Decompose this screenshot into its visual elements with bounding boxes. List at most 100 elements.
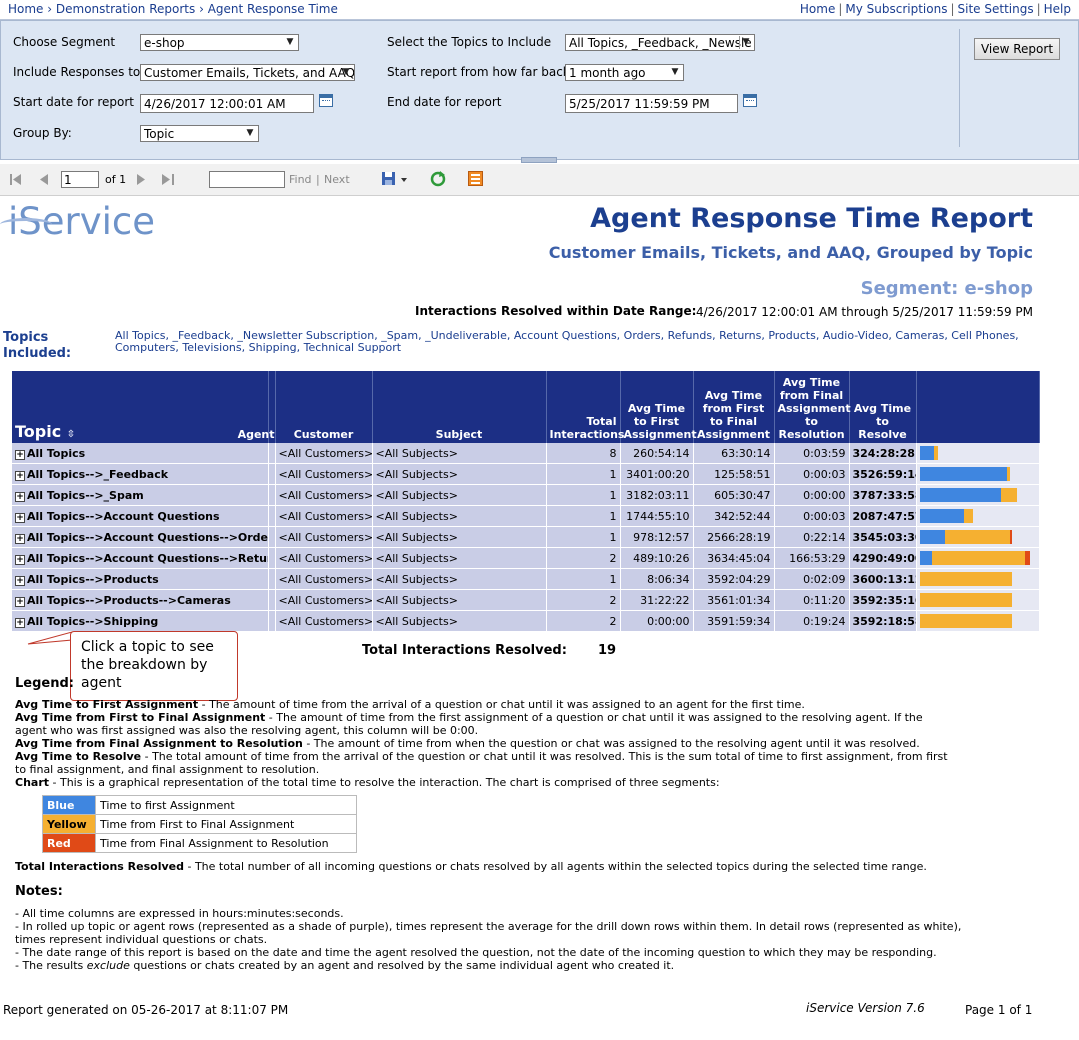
resolution-bar bbox=[919, 509, 1030, 523]
table-row[interactable]: + All Topics-->Account Questions-->Orders… bbox=[12, 526, 1040, 548]
topic-cell[interactable]: + All Topics-->Account Questions bbox=[12, 505, 269, 527]
next-page-icon[interactable] bbox=[137, 174, 146, 185]
table-row[interactable]: + All Topics-->Shipping <All Customers> <Al… bbox=[12, 610, 1040, 632]
time-to-resolve-cell: 4290:49:00 bbox=[849, 547, 917, 569]
topic-label[interactable]: All Topics-->_Feedback bbox=[27, 467, 169, 481]
link-separator: | bbox=[1036, 2, 1041, 16]
topic-cell[interactable]: + All Topics-->Products-->Cameras bbox=[12, 589, 269, 611]
page-number-input[interactable]: 1 bbox=[61, 171, 99, 188]
final-to-resolution-cell: 0:22:14 bbox=[774, 526, 850, 548]
collapse-panel-handle[interactable] bbox=[521, 157, 557, 163]
subscriptions-link[interactable]: My Subscriptions bbox=[845, 2, 948, 16]
last-page-icon[interactable] bbox=[162, 174, 174, 185]
topic-label[interactable]: All Topics bbox=[27, 446, 86, 460]
notes-heading: Notes: bbox=[15, 884, 63, 899]
calendar-icon[interactable] bbox=[319, 94, 333, 107]
legend-term: Avg Time from First to Final Assignment bbox=[15, 711, 266, 724]
find-link[interactable]: Find bbox=[289, 173, 312, 186]
topic-label[interactable]: All Topics-->_Spam bbox=[27, 488, 144, 502]
chart-cell bbox=[916, 589, 1040, 611]
view-report-button[interactable]: View Report bbox=[974, 38, 1060, 60]
first-page-icon[interactable] bbox=[10, 174, 22, 185]
find-input[interactable] bbox=[209, 171, 285, 188]
calendar-icon[interactable] bbox=[743, 94, 757, 107]
topic-cell[interactable]: + All Topics bbox=[12, 443, 269, 464]
print-layout-icon[interactable] bbox=[468, 171, 483, 186]
table-row[interactable]: + All Topics-->_Feedback <All Customers> <A… bbox=[12, 463, 1040, 485]
home-link[interactable]: Home bbox=[799, 2, 836, 16]
final-to-resolution-cell: 0:11:20 bbox=[774, 589, 850, 611]
legend-desc: - This is a graphical representation of … bbox=[49, 776, 720, 789]
subject-cell: <All Subjects> bbox=[372, 505, 547, 527]
table-row[interactable]: + All Topics-->Products-->Cameras <All Cus… bbox=[12, 589, 1040, 611]
agent-header: Agent bbox=[237, 428, 275, 441]
first-assignment-cell: 0:00:00 bbox=[620, 610, 694, 632]
subject-cell: <All Subjects> bbox=[372, 443, 547, 464]
topic-label[interactable]: All Topics-->Account Questions-->Orders bbox=[27, 530, 268, 544]
topic-cell[interactable]: + All Topics-->_Feedback bbox=[12, 463, 269, 485]
topic-cell[interactable]: + All Topics-->Products bbox=[12, 568, 269, 590]
topic-label[interactable]: All Topics-->Products bbox=[27, 572, 159, 586]
refresh-icon[interactable] bbox=[430, 171, 446, 187]
expand-icon[interactable]: + bbox=[15, 554, 25, 565]
customer-cell: <All Customers> bbox=[275, 443, 373, 464]
expand-icon[interactable]: + bbox=[15, 617, 25, 628]
group-by-select[interactable]: Topic ▼ bbox=[140, 125, 259, 142]
segment-value: e-shop bbox=[144, 36, 185, 50]
next-link[interactable]: Next bbox=[324, 173, 350, 186]
table-row[interactable]: + All Topics <All Customers> <All Subjects>… bbox=[12, 443, 1040, 464]
topics-select[interactable]: All Topics, _Feedback, _Newsle ▼ bbox=[565, 34, 755, 51]
legend-line: Avg Time to First Assignment - The amoun… bbox=[15, 698, 955, 711]
site-settings-link[interactable]: Site Settings bbox=[957, 2, 1034, 16]
time-to-resolve-header: Avg Time to Resolve bbox=[849, 371, 917, 443]
color-legend-table: Blue Time to first Assignment Yellow Time … bbox=[42, 795, 357, 853]
how-far-back-value: 1 month ago bbox=[569, 66, 646, 80]
topic-cell[interactable]: + All Topics-->Shipping bbox=[12, 610, 269, 632]
chart-cell bbox=[916, 443, 1040, 464]
legend-desc: - The amount of time from the arrival of… bbox=[198, 698, 805, 711]
panel-divider bbox=[959, 29, 960, 147]
final-to-resolution-cell: 0:00:00 bbox=[774, 484, 850, 506]
table-row[interactable]: + All Topics-->Products <All Customers> <Al… bbox=[12, 568, 1040, 590]
help-link[interactable]: Help bbox=[1043, 2, 1071, 16]
topic-label[interactable]: All Topics-->Shipping bbox=[27, 614, 159, 628]
total-interactions-label: Total Interactions Resolved: bbox=[362, 643, 567, 658]
expand-icon[interactable]: + bbox=[15, 512, 25, 523]
topic-label[interactable]: All Topics-->Account Questions-->Returns bbox=[27, 551, 268, 565]
topic-header[interactable]: Topic ⇳ Agent bbox=[12, 371, 275, 443]
table-row[interactable]: + All Topics-->_Spam <All Customers> <All S… bbox=[12, 484, 1040, 506]
link-separator: | bbox=[838, 2, 843, 16]
customer-cell: <All Customers> bbox=[275, 610, 373, 632]
previous-page-icon[interactable] bbox=[40, 174, 49, 185]
expand-icon[interactable]: + bbox=[15, 596, 25, 607]
export-icon[interactable] bbox=[381, 171, 409, 187]
segment-label: Choose Segment bbox=[13, 35, 116, 49]
segment-select[interactable]: e-shop ▼ bbox=[140, 34, 299, 51]
breadcrumb-reports[interactable]: Demonstration Reports bbox=[55, 2, 196, 16]
end-date-input[interactable]: 5/25/2017 11:59:59 PM bbox=[565, 94, 738, 113]
first-assignment-header: Avg Time to First Assignment bbox=[620, 371, 697, 443]
final-to-resolution-cell: 0:00:03 bbox=[774, 505, 850, 527]
expand-icon[interactable]: + bbox=[15, 491, 25, 502]
how-far-back-select[interactable]: 1 month ago ▼ bbox=[565, 64, 684, 81]
topic-label[interactable]: All Topics-->Products-->Cameras bbox=[27, 593, 231, 607]
breadcrumb-home[interactable]: Home bbox=[8, 2, 44, 16]
topic-cell[interactable]: + All Topics-->Account Questions-->Orders bbox=[12, 526, 269, 548]
table-row[interactable]: + All Topics-->Account Questions <All Cust… bbox=[12, 505, 1040, 527]
resolution-bar bbox=[919, 614, 1030, 628]
sort-icon[interactable]: ⇳ bbox=[66, 429, 76, 440]
table-row[interactable]: + All Topics-->Account Questions-->Return… bbox=[12, 547, 1040, 569]
topic-cell[interactable]: + All Topics-->Account Questions-->Return… bbox=[12, 547, 269, 569]
responses-select[interactable]: Customer Emails, Tickets, and AAQ ▼ bbox=[140, 64, 355, 81]
total-cell: 1 bbox=[546, 463, 621, 485]
topic-label[interactable]: All Topics-->Account Questions bbox=[27, 509, 220, 523]
bar-segment-resolution bbox=[1025, 551, 1030, 565]
expand-icon[interactable]: + bbox=[15, 449, 25, 460]
expand-icon[interactable]: + bbox=[15, 533, 25, 544]
first-to-final-cell: 605:30:47 bbox=[693, 484, 775, 506]
expand-icon[interactable]: + bbox=[15, 470, 25, 481]
topic-cell[interactable]: + All Topics-->_Spam bbox=[12, 484, 269, 506]
expand-icon[interactable]: + bbox=[15, 575, 25, 586]
total-cell: 8 bbox=[546, 443, 621, 464]
start-date-input[interactable]: 4/26/2017 12:00:01 AM bbox=[140, 94, 314, 113]
